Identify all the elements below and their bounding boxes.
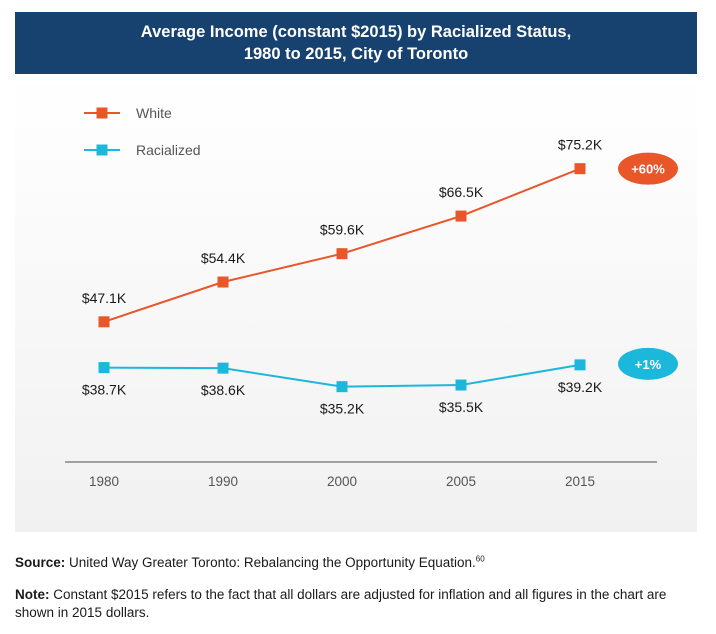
chart-title-line-2: 1980 to 2015, City of Toronto: [243, 45, 469, 63]
series-line-white: [103, 167, 581, 323]
data-point-white-2000: [336, 248, 348, 260]
change-badge-racialized: [618, 347, 678, 380]
x-tick-label-2000: 2000: [327, 474, 357, 489]
note-text: Constant $2015 refers to the fact that a…: [15, 587, 667, 620]
data-label-white-1980: $47.1K: [82, 290, 127, 306]
data-point-racialized-1980: [98, 362, 110, 374]
chart-title-bar: Average Income (constant $2015) by Racia…: [15, 12, 697, 74]
change-badge-label-white: +60%: [631, 162, 665, 177]
data-point-white-1980: [98, 316, 110, 328]
source-note: Source: United Way Greater Toronto: Reba…: [15, 554, 697, 572]
data-label-white-1990: $54.4K: [201, 250, 246, 266]
data-point-racialized-2005: [455, 379, 467, 391]
note-label: Note:: [15, 587, 50, 602]
data-label-white-2015: $75.2K: [558, 137, 603, 153]
source-reference: 60: [475, 554, 485, 564]
data-label-white-2005: $66.5K: [439, 184, 484, 200]
data-label-racialized-1980: $38.7K: [82, 382, 127, 398]
data-label-racialized-1990: $38.6K: [201, 382, 246, 398]
x-tick-label-2005: 2005: [446, 474, 476, 489]
data-label-racialized-2000: $35.2K: [320, 401, 365, 417]
line-chart: 1980 1990 2000 2005 2015 White Racialized $47.1…: [65, 105, 678, 489]
data-point-racialized-2015: [574, 359, 586, 371]
data-point-white-1990: [217, 276, 229, 288]
legend-label-racialized: Racialized: [136, 142, 201, 158]
note: Note: Constant $2015 refers to the fact …: [15, 586, 697, 622]
legend-label-white: White: [136, 105, 172, 121]
x-tick-label-2015: 2015: [565, 474, 595, 489]
change-badge-label-racialized: +1%: [635, 357, 662, 372]
x-tick-label-1980: 1980: [89, 474, 119, 489]
data-label-racialized-2015: $39.2K: [558, 379, 603, 395]
data-point-white-2005: [455, 210, 467, 222]
data-point-white-2015: [574, 163, 586, 175]
source-text: United Way Greater Toronto: Rebalancing …: [65, 555, 476, 570]
data-point-racialized-1990: [217, 362, 229, 374]
data-point-racialized-2000: [336, 381, 348, 393]
source-label: Source:: [15, 555, 66, 570]
legend-marker-racialized: [96, 144, 108, 156]
x-tick-label-1990: 1990: [208, 474, 238, 489]
legend-marker-white: [96, 107, 108, 119]
chart-title-line-1: Average Income (constant $2015) by Racia…: [140, 23, 572, 41]
data-label-racialized-2005: $35.5K: [439, 399, 484, 415]
change-badge-white: [618, 152, 678, 185]
chart-panel: [15, 74, 697, 532]
data-label-white-2000: $59.6K: [320, 222, 365, 238]
